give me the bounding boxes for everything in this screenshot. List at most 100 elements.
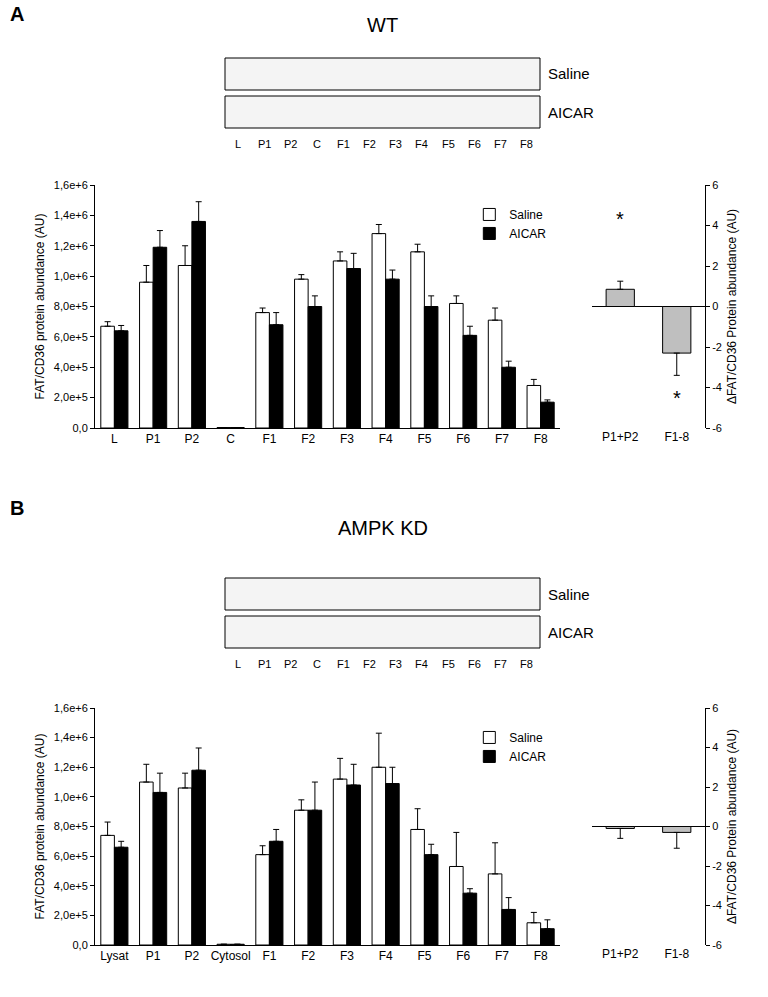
svg-text:F3: F3 (340, 432, 354, 446)
svg-text:4,0e+5: 4,0e+5 (54, 880, 88, 892)
svg-text:WT: WT (367, 14, 398, 36)
svg-text:F5: F5 (442, 658, 455, 670)
svg-text:F5: F5 (442, 138, 455, 150)
svg-text:Lysat: Lysat (100, 949, 129, 963)
svg-text:F6: F6 (468, 138, 481, 150)
svg-text:FAT/CD36 protein abundance (AU: FAT/CD36 protein abundance (AU) (33, 214, 47, 400)
svg-text:1,6e+6: 1,6e+6 (54, 702, 88, 714)
svg-text:AICAR: AICAR (509, 750, 546, 764)
svg-text:F7: F7 (494, 138, 507, 150)
svg-text:ΔFAT/CD36 Protein abundance (A: ΔFAT/CD36 Protein abundance (AU) (725, 729, 739, 924)
svg-text:F1: F1 (262, 432, 276, 446)
svg-text:Saline: Saline (548, 586, 590, 603)
svg-text:P1: P1 (258, 658, 271, 670)
svg-text:4,0e+5: 4,0e+5 (54, 361, 88, 373)
svg-text:AICAR: AICAR (509, 227, 546, 241)
svg-text:F8: F8 (520, 138, 533, 150)
svg-text:1,0e+6: 1,0e+6 (54, 791, 88, 803)
svg-text:F7: F7 (495, 949, 509, 963)
svg-text:F8: F8 (520, 658, 533, 670)
svg-text:F6: F6 (468, 658, 481, 670)
svg-text:Saline: Saline (548, 65, 590, 82)
svg-text:F7: F7 (494, 658, 507, 670)
svg-text:2,0e+5: 2,0e+5 (54, 391, 88, 403)
svg-text:1,4e+6: 1,4e+6 (54, 209, 88, 221)
svg-text:F2: F2 (363, 658, 376, 670)
svg-text:L: L (235, 658, 241, 670)
svg-text:F8: F8 (534, 432, 548, 446)
svg-text:Saline: Saline (509, 731, 543, 745)
svg-text:1,0e+6: 1,0e+6 (54, 270, 88, 282)
svg-text:6: 6 (712, 702, 718, 714)
svg-text:6,0e+5: 6,0e+5 (54, 850, 88, 862)
svg-text:P1: P1 (258, 138, 271, 150)
svg-text:1,4e+6: 1,4e+6 (54, 731, 88, 743)
svg-text:AICAR: AICAR (548, 104, 594, 121)
svg-text:F4: F4 (379, 949, 393, 963)
svg-text:F1: F1 (262, 949, 276, 963)
svg-text:0: 0 (712, 820, 718, 832)
svg-text:F1: F1 (337, 138, 350, 150)
svg-text:P2: P2 (284, 138, 297, 150)
svg-text:F3: F3 (340, 949, 354, 963)
svg-text:ΔFAT/CD36 Protein abundance (A: ΔFAT/CD36 Protein abundance (AU) (725, 209, 739, 404)
svg-text:6: 6 (712, 179, 718, 191)
svg-text:0: 0 (712, 300, 718, 312)
svg-text:AMPK KD: AMPK KD (338, 517, 428, 539)
svg-text:-2: -2 (712, 860, 722, 872)
svg-text:0,0: 0,0 (73, 939, 88, 951)
svg-text:AICAR: AICAR (548, 624, 594, 641)
svg-text:C: C (313, 658, 321, 670)
svg-text:Saline: Saline (509, 208, 543, 222)
svg-text:F3: F3 (389, 138, 402, 150)
svg-text:L: L (111, 432, 118, 446)
svg-text:P1: P1 (146, 949, 161, 963)
svg-text:F5: F5 (417, 949, 431, 963)
svg-text:P1: P1 (146, 432, 161, 446)
svg-text:F4: F4 (415, 138, 428, 150)
svg-text:F2: F2 (301, 432, 315, 446)
svg-text:L: L (235, 138, 241, 150)
svg-text:P1+P2: P1+P2 (602, 947, 639, 961)
svg-text:C: C (226, 432, 235, 446)
svg-text:*: * (673, 387, 681, 409)
svg-text:1,6e+6: 1,6e+6 (54, 179, 88, 191)
svg-text:B: B (10, 497, 24, 519)
svg-text:P2: P2 (185, 949, 200, 963)
svg-text:F3: F3 (389, 658, 402, 670)
svg-text:8,0e+5: 8,0e+5 (54, 300, 88, 312)
svg-text:F2: F2 (363, 138, 376, 150)
svg-text:C: C (313, 138, 321, 150)
svg-text:1,2e+6: 1,2e+6 (54, 761, 88, 773)
svg-text:0,0: 0,0 (73, 422, 88, 434)
svg-text:-4: -4 (712, 381, 722, 393)
svg-text:2: 2 (712, 260, 718, 272)
svg-text:F8: F8 (534, 949, 548, 963)
svg-text:4: 4 (712, 741, 718, 753)
svg-text:Cytosol: Cytosol (211, 949, 251, 963)
svg-text:F6: F6 (456, 949, 470, 963)
svg-text:P1+P2: P1+P2 (602, 430, 639, 444)
svg-text:P2: P2 (284, 658, 297, 670)
svg-text:2: 2 (712, 781, 718, 793)
svg-text:F4: F4 (415, 658, 428, 670)
svg-text:F1: F1 (337, 658, 350, 670)
svg-text:P2: P2 (185, 432, 200, 446)
svg-text:-6: -6 (712, 422, 722, 434)
svg-text:FAT/CD36 protein abundance (AU: FAT/CD36 protein abundance (AU) (33, 734, 47, 920)
svg-text:2,0e+5: 2,0e+5 (54, 909, 88, 921)
svg-text:4: 4 (712, 219, 718, 231)
svg-text:6,0e+5: 6,0e+5 (54, 331, 88, 343)
svg-text:8,0e+5: 8,0e+5 (54, 820, 88, 832)
svg-text:F4: F4 (379, 432, 393, 446)
svg-text:*: * (616, 208, 624, 230)
svg-text:F6: F6 (456, 432, 470, 446)
svg-text:-4: -4 (712, 899, 722, 911)
svg-text:-6: -6 (712, 939, 722, 951)
svg-text:F1-8: F1-8 (664, 947, 689, 961)
svg-text:F5: F5 (417, 432, 431, 446)
svg-text:F7: F7 (495, 432, 509, 446)
svg-text:1,2e+6: 1,2e+6 (54, 240, 88, 252)
svg-text:F2: F2 (301, 949, 315, 963)
svg-text:-2: -2 (712, 341, 722, 353)
